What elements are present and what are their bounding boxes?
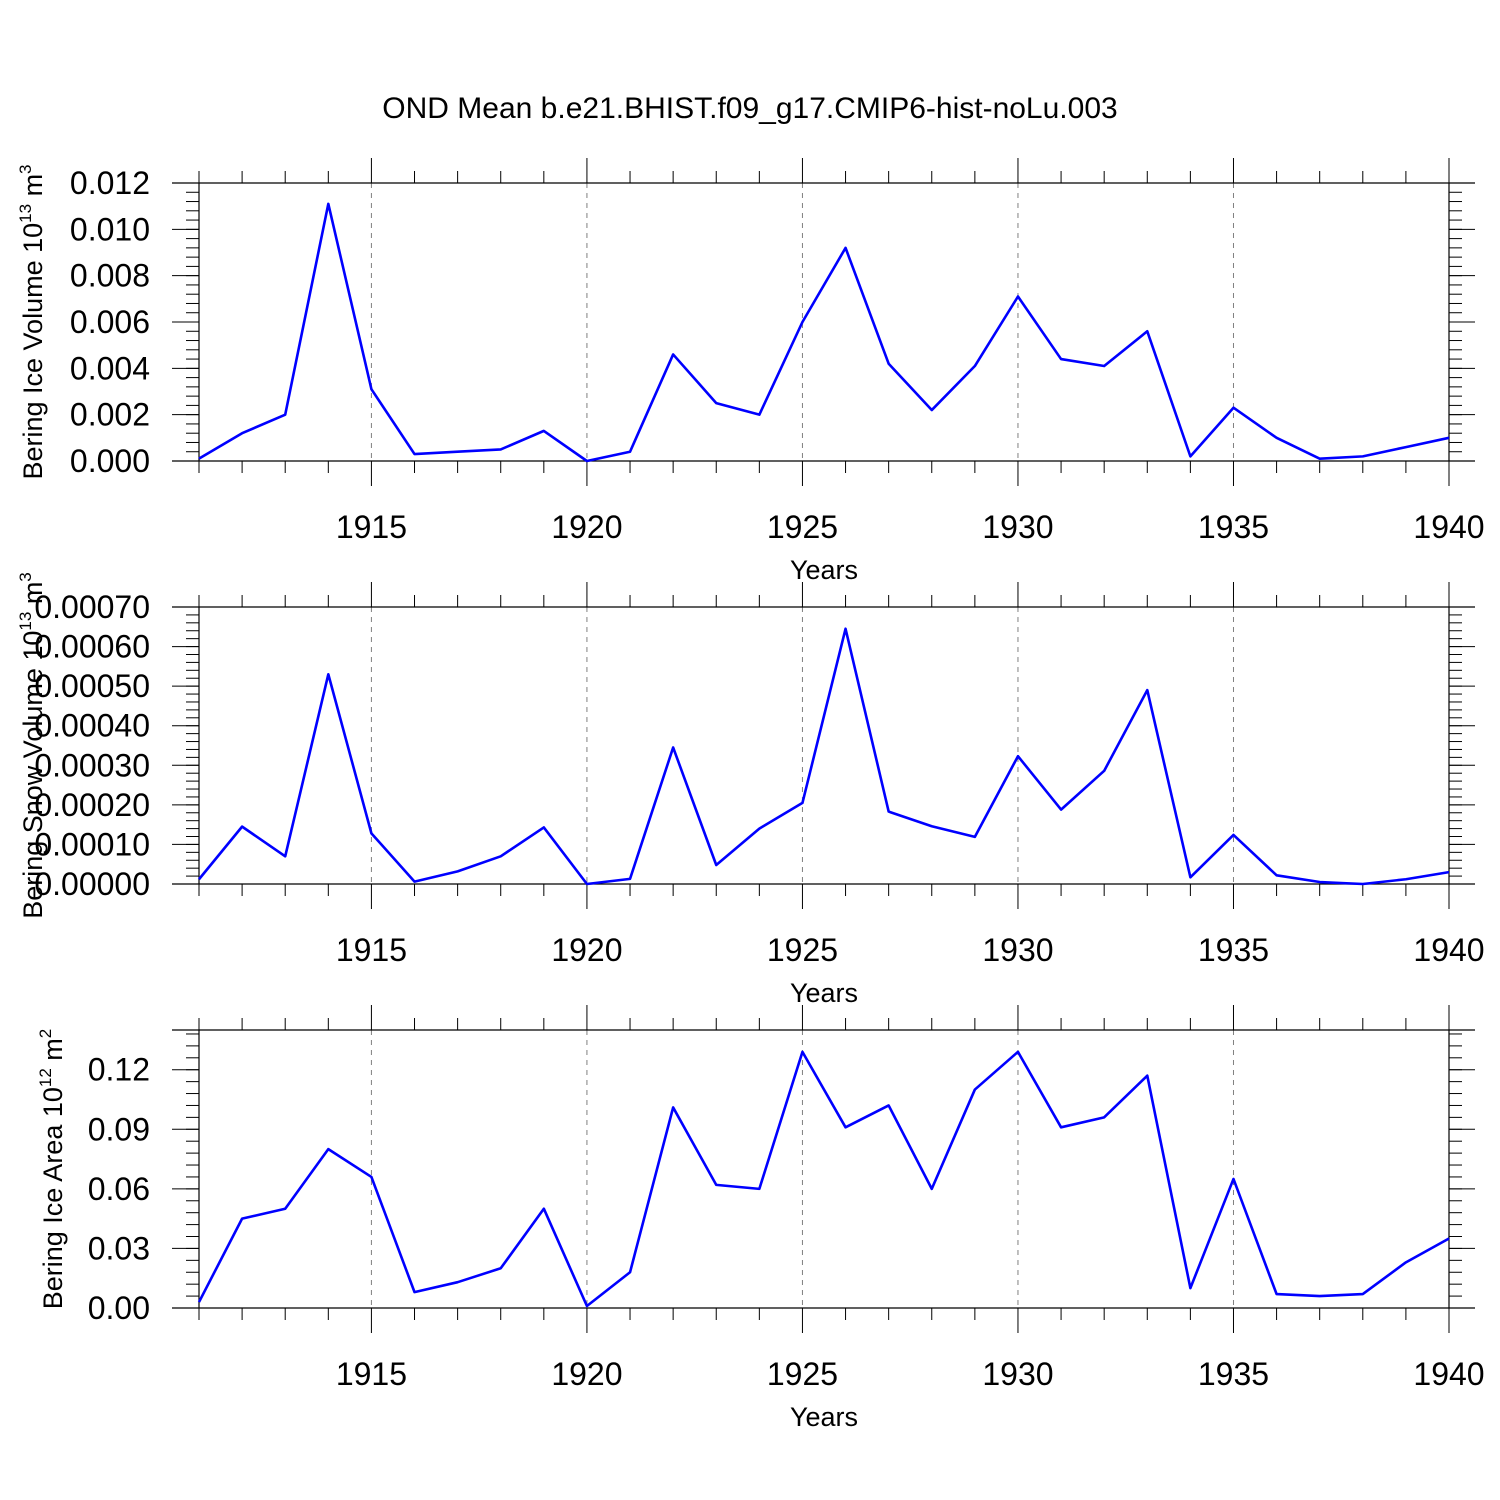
x-tick-label: 1920 bbox=[551, 1356, 622, 1392]
y-tick-label: 0.000 bbox=[70, 443, 150, 479]
x-tick-label: 1940 bbox=[1413, 509, 1484, 545]
figure-title: OND Mean b.e21.BHIST.f09_g17.CMIP6-hist-… bbox=[382, 92, 1117, 125]
y-tick-label: 0.12 bbox=[88, 1052, 150, 1088]
x-tick-label: 1915 bbox=[336, 932, 407, 968]
y-tick-label: 0.012 bbox=[70, 165, 150, 201]
x-tick-label: 1935 bbox=[1198, 932, 1269, 968]
y-tick-label: 0.00030 bbox=[34, 747, 150, 783]
x-tick-label: 1915 bbox=[336, 509, 407, 545]
x-tick-label: 1935 bbox=[1198, 1356, 1269, 1392]
y-axis-label: Bering Snow Volume 1013 m3 bbox=[16, 572, 48, 919]
y-tick-label: 0.00010 bbox=[34, 826, 150, 862]
x-axis-label: Years bbox=[790, 1402, 858, 1432]
x-tick-label: 1915 bbox=[336, 1356, 407, 1392]
panels: 1915 1920 1925 1930 1935 1940 Years 0.000 0.002 0… bbox=[16, 158, 1485, 1432]
y-tick-label: 0.06 bbox=[88, 1171, 150, 1207]
y-tick-label: 0.006 bbox=[70, 304, 150, 340]
chart-panel-2: 1915 1920 1925 1930 1935 1940 Years 0.00000 0.00… bbox=[16, 572, 1485, 1008]
y-tick-label: 0.00020 bbox=[34, 787, 150, 823]
y-axis-label: Bering Ice Volume 1013 m3 bbox=[16, 164, 48, 479]
y-tick-label: 0.09 bbox=[88, 1111, 150, 1147]
y-tick-label: 0.004 bbox=[70, 350, 150, 386]
x-tick-label: 1925 bbox=[767, 1356, 838, 1392]
series-line bbox=[198, 202, 1450, 463]
x-tick-label: 1930 bbox=[982, 509, 1053, 545]
y-tick-label: 0.010 bbox=[70, 211, 150, 247]
x-axis-label: Years bbox=[790, 555, 858, 585]
y-tick-label: 0.002 bbox=[70, 397, 150, 433]
y-tick-label: 0.00000 bbox=[34, 866, 150, 902]
x-tick-label: 1930 bbox=[982, 932, 1053, 968]
x-tick-label: 1930 bbox=[982, 1356, 1053, 1392]
x-tick-label: 1920 bbox=[551, 509, 622, 545]
x-tick-label: 1925 bbox=[767, 932, 838, 968]
x-tick-label: 1920 bbox=[551, 932, 622, 968]
y-tick-label: 0.00040 bbox=[34, 708, 150, 744]
y-tick-label: 0.00070 bbox=[34, 589, 150, 625]
y-tick-label: 0.00050 bbox=[34, 668, 150, 704]
y-tick-label: 0.00 bbox=[88, 1290, 150, 1326]
chart-panel-1: 1915 1920 1925 1930 1935 1940 Years 0.000 0.002 0… bbox=[16, 158, 1485, 585]
series-line bbox=[197, 1050, 1450, 1308]
x-tick-label: 1925 bbox=[767, 509, 838, 545]
x-tick-label: 1940 bbox=[1413, 1356, 1484, 1392]
series-line bbox=[197, 627, 1450, 886]
y-tick-label: 0.03 bbox=[88, 1230, 150, 1266]
x-tick-label: 1940 bbox=[1413, 932, 1484, 968]
y-axis-label: Bering Ice Area 1012 m2 bbox=[36, 1029, 68, 1310]
y-tick-label: 0.008 bbox=[70, 258, 150, 294]
x-tick-label: 1935 bbox=[1198, 509, 1269, 545]
x-axis-label: Years bbox=[790, 978, 858, 1008]
y-tick-label: 0.00060 bbox=[34, 629, 150, 665]
chart-panel-3: 1915 1920 1925 1930 1935 1940 Years 0.00 0.03 0.0… bbox=[36, 1005, 1485, 1432]
